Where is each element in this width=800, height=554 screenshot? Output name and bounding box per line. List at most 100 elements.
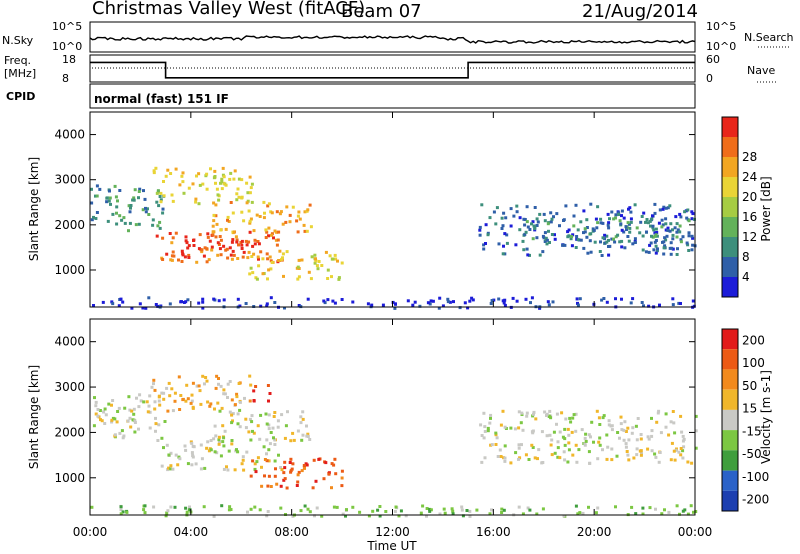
heatmap-cell [283,466,287,470]
heatmap-cell [142,400,146,404]
heatmap-cell [502,211,506,215]
power-ylabel: Slant Range [km] [27,157,41,261]
heatmap-cell [186,397,190,401]
heatmap-cell [90,201,94,205]
heatmap-cell [569,420,573,424]
heatmap-cell [94,400,98,404]
heatmap-cell [625,450,629,453]
heatmap-cell [195,384,199,388]
heatmap-cell [438,296,442,300]
heatmap-cell [489,443,493,447]
heatmap-cell [184,448,188,452]
heatmap-cell [244,417,248,421]
heatmap-cell [255,213,259,217]
heatmap-cell [119,297,123,301]
heatmap-cell [639,453,643,457]
heatmap-cell [624,445,628,449]
heatmap-cell [567,441,571,445]
heatmap-cell [500,227,504,230]
heatmap-cell [209,439,213,442]
heatmap-cell [640,451,643,455]
heatmap-cell [480,460,484,464]
heatmap-cell [148,394,152,398]
heatmap-cell [597,416,601,420]
heatmap-cell [583,230,587,234]
heatmap-cell [238,304,242,308]
heatmap-cell [265,422,269,426]
heatmap-cell [201,306,205,310]
heatmap-cell [214,235,218,239]
heatmap-cell [601,416,605,420]
heatmap-cell [246,199,250,203]
heatmap-cell [570,430,574,434]
heatmap-cell [249,383,253,387]
heatmap-cell [201,300,205,304]
heatmap-cell [570,235,574,238]
heatmap-cell [183,444,187,448]
heatmap-cell [607,226,611,230]
heatmap-cell [296,429,300,433]
heatmap-cell [568,416,572,420]
heatmap-cell [108,196,112,200]
heatmap-cell [533,456,537,460]
heatmap-cell [190,393,194,397]
heatmap-cell [169,505,173,509]
heatmap-cell [94,217,98,220]
heatmap-cell [128,210,132,214]
heatmap-cell [666,206,670,210]
heatmap-cell [306,435,310,438]
heatmap-cell [170,254,174,258]
heatmap-cell [137,405,141,409]
heatmap-cell [257,264,261,268]
heatmap-cell [107,199,111,203]
heatmap-cell [166,509,170,513]
heatmap-cell [230,413,234,417]
heatmap-cell [629,301,633,305]
heatmap-cell [639,220,643,224]
heatmap-cell [690,217,694,221]
heatmap-cell [535,512,539,516]
heatmap-cell [283,306,286,310]
heatmap-cell [332,505,336,509]
heatmap-cell [619,422,623,426]
heatmap-cell [222,181,226,185]
colorbar-segment [722,490,738,511]
heatmap-cell [251,271,255,275]
heatmap-cell [204,376,208,379]
heatmap-cell [177,258,180,262]
heatmap-cell [190,463,194,467]
heatmap-cell [314,259,318,263]
heatmap-cell [574,504,578,508]
heatmap-cell [608,244,612,248]
heatmap-cell [504,216,508,220]
heatmap-cell [552,215,555,219]
heatmap-cell [217,435,221,439]
heatmap-cell [285,486,289,490]
heatmap-cell [120,218,124,222]
heatmap-cell [296,265,300,269]
heatmap-cell [199,467,203,471]
heatmap-cell [128,416,132,420]
nsearch-tick-bottom: 10^0 [706,40,736,53]
heatmap-cell [115,420,119,424]
heatmap-cell [646,447,650,451]
heatmap-cell [154,429,157,433]
heatmap-cell [230,421,234,425]
heatmap-cell [306,208,310,212]
heatmap-cell [563,443,567,447]
heatmap-cell [619,222,623,226]
time-x-axis: 00:00 04:00 08:00 12:00 16:00 20:00 00:00 [73,112,712,539]
heatmap-cell [562,219,565,222]
heatmap-cell [265,302,269,306]
heatmap-cell [690,234,694,238]
heatmap-cell [601,221,605,225]
heatmap-cell [181,397,185,401]
heatmap-cell [650,234,653,238]
heatmap-cell [607,238,610,242]
colorbar-tick-label: 4 [742,270,750,284]
heatmap-cell [284,424,288,428]
heatmap-cell [632,456,636,460]
heatmap-cell [186,298,190,302]
heatmap-cell [207,449,211,453]
heatmap-cell [230,398,234,402]
